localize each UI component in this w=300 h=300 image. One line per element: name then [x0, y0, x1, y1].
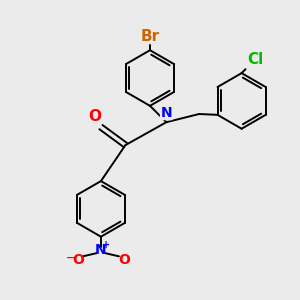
Text: O: O — [88, 109, 101, 124]
Text: Br: Br — [140, 29, 160, 44]
Text: N: N — [160, 106, 172, 120]
Text: +: + — [102, 240, 110, 250]
Text: −: − — [66, 253, 76, 263]
Text: O: O — [72, 253, 84, 267]
Text: Cl: Cl — [248, 52, 264, 67]
Text: N: N — [95, 243, 107, 257]
Text: O: O — [118, 253, 130, 267]
